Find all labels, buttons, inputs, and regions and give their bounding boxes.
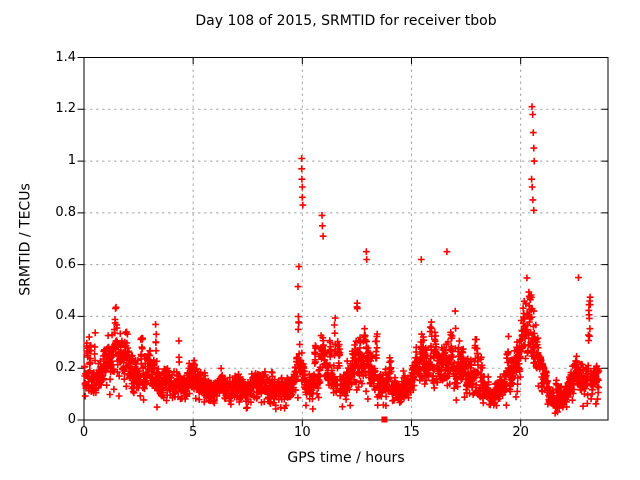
- chart-title: Day 108 of 2015, SRMTID for receiver tbo…: [195, 13, 497, 29]
- x-tick-label: 15: [403, 425, 420, 440]
- x-tick-label: 0: [79, 425, 89, 440]
- y-tick-label: 0.8: [55, 204, 76, 220]
- x-tick-label: 20: [512, 425, 529, 440]
- y-tick-label: 0: [67, 412, 76, 427]
- y-tick-label: 0.6: [55, 256, 76, 272]
- axis-tick: [77, 57, 608, 427]
- y-tick-label: 1.2: [55, 101, 76, 117]
- x-axis-title: GPS time / hours: [287, 450, 405, 466]
- x-tick-label: 10: [294, 425, 311, 440]
- y-tick-label: 0.2: [55, 360, 76, 376]
- x-tick-label: 5: [189, 425, 198, 440]
- y-tick-label: 0.4: [55, 308, 76, 324]
- outlier-square-marker: [381, 416, 388, 423]
- y-tick-label: 1.4: [55, 49, 76, 65]
- plot-border: [83, 57, 609, 421]
- scatter-points: [81, 103, 603, 417]
- y-tick-label: 1: [67, 153, 76, 169]
